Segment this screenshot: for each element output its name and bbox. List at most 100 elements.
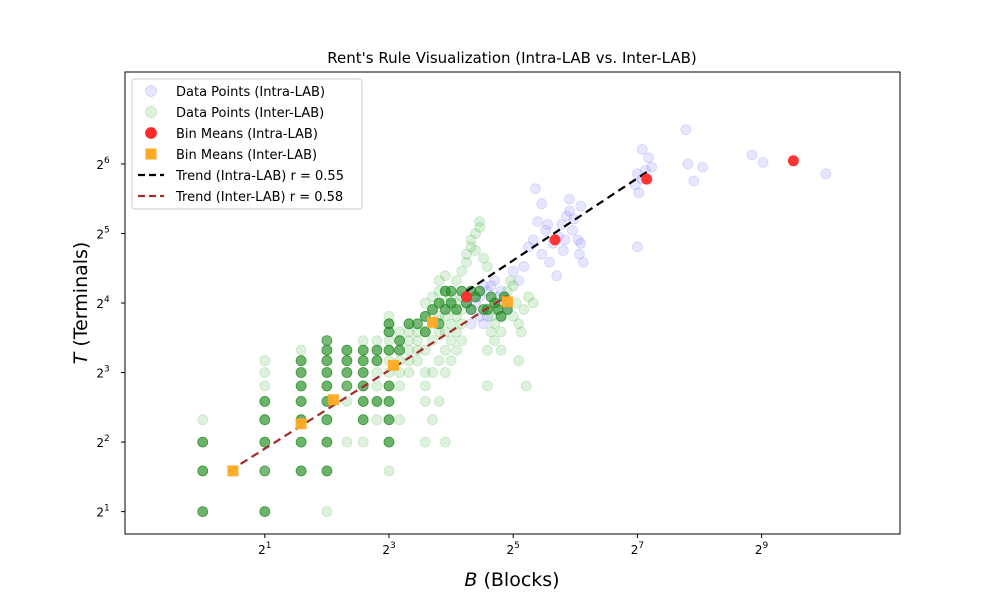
data-point	[427, 367, 438, 378]
data-point	[536, 198, 548, 210]
data-point	[451, 344, 462, 356]
data-point	[568, 213, 580, 225]
data-point	[518, 261, 530, 273]
x-tick-label: 23	[382, 541, 395, 557]
data-point	[394, 380, 406, 392]
data-point	[551, 270, 563, 282]
data-point	[341, 367, 353, 378]
bin-mean-point	[641, 173, 653, 185]
bin-mean-point	[427, 316, 438, 328]
data-point	[419, 367, 431, 378]
bin-mean-point	[295, 418, 307, 430]
data-point	[520, 380, 532, 392]
legend-label: Trend (Intra-LAB) r = 0.55	[175, 169, 344, 184]
data-point	[321, 335, 333, 347]
data-point	[746, 149, 758, 161]
data-point	[357, 344, 369, 356]
data-point	[481, 344, 493, 356]
data-point	[507, 310, 519, 322]
data-point	[478, 252, 490, 264]
data-point	[643, 152, 654, 164]
data-point	[513, 355, 524, 367]
data-point	[439, 270, 451, 282]
data-point	[513, 275, 524, 287]
data-point	[371, 380, 383, 392]
legend-label: Trend (Inter-LAB) r = 0.58	[175, 190, 343, 205]
y-tick-label: 22	[96, 434, 109, 450]
data-point	[433, 297, 445, 309]
data-point	[544, 256, 555, 268]
data-point	[321, 506, 333, 518]
data-point	[321, 380, 333, 392]
data-point	[197, 465, 209, 477]
data-point	[445, 355, 457, 367]
data-point	[412, 318, 423, 330]
data-point	[495, 344, 507, 356]
data-point	[527, 297, 539, 309]
data-point	[465, 318, 477, 330]
data-point	[371, 344, 383, 356]
data-point	[489, 318, 501, 330]
data-point	[515, 326, 527, 338]
data-point	[757, 156, 769, 168]
data-point	[295, 344, 307, 356]
data-point	[394, 344, 406, 356]
data-point	[427, 414, 438, 426]
data-point	[259, 367, 271, 378]
data-point	[465, 304, 477, 315]
data-point	[451, 275, 462, 287]
x-axis-label: B (Blocks)	[464, 569, 559, 591]
bin-mean-point	[787, 155, 799, 167]
data-point	[371, 367, 383, 378]
data-point	[513, 318, 524, 330]
data-point	[575, 237, 587, 249]
data-point	[403, 367, 415, 378]
data-point	[561, 210, 572, 222]
data-point	[518, 304, 530, 315]
data-point	[341, 436, 353, 448]
legend-entry: Data Points (Intra-LAB)	[145, 85, 325, 100]
y-axis-label: T (Terminals)	[70, 242, 92, 365]
legend-marker	[145, 148, 157, 160]
legend-label: Data Points (Intra-LAB)	[176, 85, 325, 100]
data-point	[371, 355, 383, 367]
data-point	[295, 367, 307, 378]
data-point	[371, 335, 383, 347]
data-point	[321, 414, 333, 426]
data-point	[259, 395, 271, 407]
data-point	[383, 414, 395, 426]
data-point	[682, 158, 694, 170]
data-point	[321, 355, 333, 367]
data-point	[259, 436, 271, 448]
data-point	[507, 280, 519, 292]
bin-mean-point	[387, 359, 399, 371]
data-point	[419, 297, 431, 309]
data-point	[341, 355, 353, 367]
data-point	[383, 380, 395, 392]
data-point	[688, 175, 700, 187]
trend-line	[229, 294, 508, 472]
data-point	[633, 187, 645, 199]
data-point	[470, 228, 481, 239]
data-point	[259, 465, 271, 477]
bin-mean-point	[549, 234, 561, 246]
data-point	[357, 436, 369, 448]
data-point	[321, 367, 333, 378]
legend-label: Bin Means (Inter-LAB)	[176, 148, 317, 163]
data-point	[485, 280, 497, 292]
data-point	[371, 414, 383, 426]
data-point	[820, 168, 832, 180]
y-tick-label: 24	[96, 295, 110, 311]
x-tick-label: 29	[755, 541, 769, 557]
data-point	[540, 224, 552, 236]
data-point	[632, 241, 643, 253]
data-point	[507, 265, 519, 277]
data-point	[341, 344, 353, 356]
data-point	[321, 465, 333, 477]
data-point	[465, 241, 477, 253]
data-point	[489, 275, 501, 287]
data-point	[572, 234, 584, 246]
data-point	[383, 318, 395, 330]
y-tick-label: 23	[96, 365, 109, 381]
